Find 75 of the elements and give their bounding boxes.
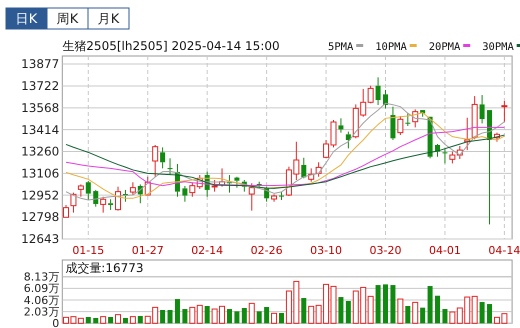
y-tick-label: 13568 <box>21 101 60 116</box>
legend-label: 30PMA <box>482 41 514 53</box>
bar <box>264 307 270 324</box>
bar <box>435 296 440 324</box>
bar <box>115 314 122 324</box>
bar <box>138 316 143 324</box>
bar <box>122 318 128 324</box>
bar <box>301 298 306 324</box>
candlestick <box>182 185 188 202</box>
bar <box>86 316 91 324</box>
x-tick-label: 01-27 <box>132 244 164 257</box>
bar <box>204 306 210 324</box>
chart-title: 生猪2505[lh2505] 2025-04-14 15:00 <box>62 39 280 53</box>
bar <box>390 285 396 324</box>
bar <box>338 297 344 324</box>
bar <box>376 285 381 324</box>
bar <box>226 309 232 324</box>
x-tick-label: 04-14 <box>488 244 520 257</box>
bar <box>130 316 136 324</box>
y-tick-label: 12952 <box>21 188 60 202</box>
y-tick-label: 13106 <box>21 166 60 181</box>
legend-label: 10PMA <box>375 41 408 53</box>
candlestick <box>480 94 485 124</box>
bar <box>93 318 98 324</box>
bar <box>271 312 278 324</box>
y-tick-label: 12798 <box>21 210 60 224</box>
y-tick-label: 2.03万 <box>24 306 60 319</box>
bar <box>168 310 173 324</box>
bar <box>405 306 410 324</box>
bar <box>174 299 180 324</box>
y-tick-label: 13260 <box>21 144 60 159</box>
x-tick-label: 04-01 <box>428 244 461 257</box>
text: 月K <box>98 12 120 27</box>
x-tick-label: 03-20 <box>370 244 402 257</box>
y-tick-label: 12643 <box>21 232 60 246</box>
x-tick-label: 03-10 <box>310 244 342 257</box>
bar <box>242 308 247 324</box>
candlestick <box>383 89 388 109</box>
chart-title: 成交量:16773 <box>65 261 144 275</box>
bar <box>182 309 188 324</box>
candlestick <box>376 76 381 106</box>
x-tick-label: 01-15 <box>72 244 104 257</box>
bar <box>248 302 255 324</box>
y-tick-label: 8.13万 <box>24 270 60 284</box>
bar <box>383 284 388 324</box>
y-tick-label: 13414 <box>21 122 60 137</box>
candlestick <box>301 157 306 179</box>
text: 周K <box>56 12 79 27</box>
candlestick <box>86 180 91 200</box>
candlestick <box>160 146 166 169</box>
bar <box>480 302 485 324</box>
y-tick-label: 4.06万 <box>24 294 60 307</box>
legend-label: 5PMA <box>328 41 354 53</box>
legend-label: 20PMA <box>428 41 461 53</box>
bar <box>278 312 284 324</box>
y-tick-label: 0 <box>52 317 60 328</box>
x-tick-label: 02-26 <box>250 244 283 257</box>
y-tick-label: 13722 <box>21 79 60 94</box>
bar <box>442 309 448 324</box>
text: 日K <box>16 12 38 27</box>
bar <box>428 286 433 324</box>
bar <box>487 304 492 324</box>
bar <box>256 311 262 324</box>
x-tick-label: 02-14 <box>191 244 224 257</box>
bar <box>234 311 240 324</box>
bar <box>100 316 106 324</box>
bar <box>346 301 351 324</box>
candlestick <box>338 118 344 134</box>
y-tick-label: 13877 <box>21 57 60 72</box>
bar <box>420 308 426 324</box>
bar <box>397 298 404 324</box>
y-tick-label: 6.09万 <box>24 282 60 296</box>
bar <box>108 316 114 324</box>
bar <box>160 310 166 324</box>
bar <box>412 302 418 324</box>
